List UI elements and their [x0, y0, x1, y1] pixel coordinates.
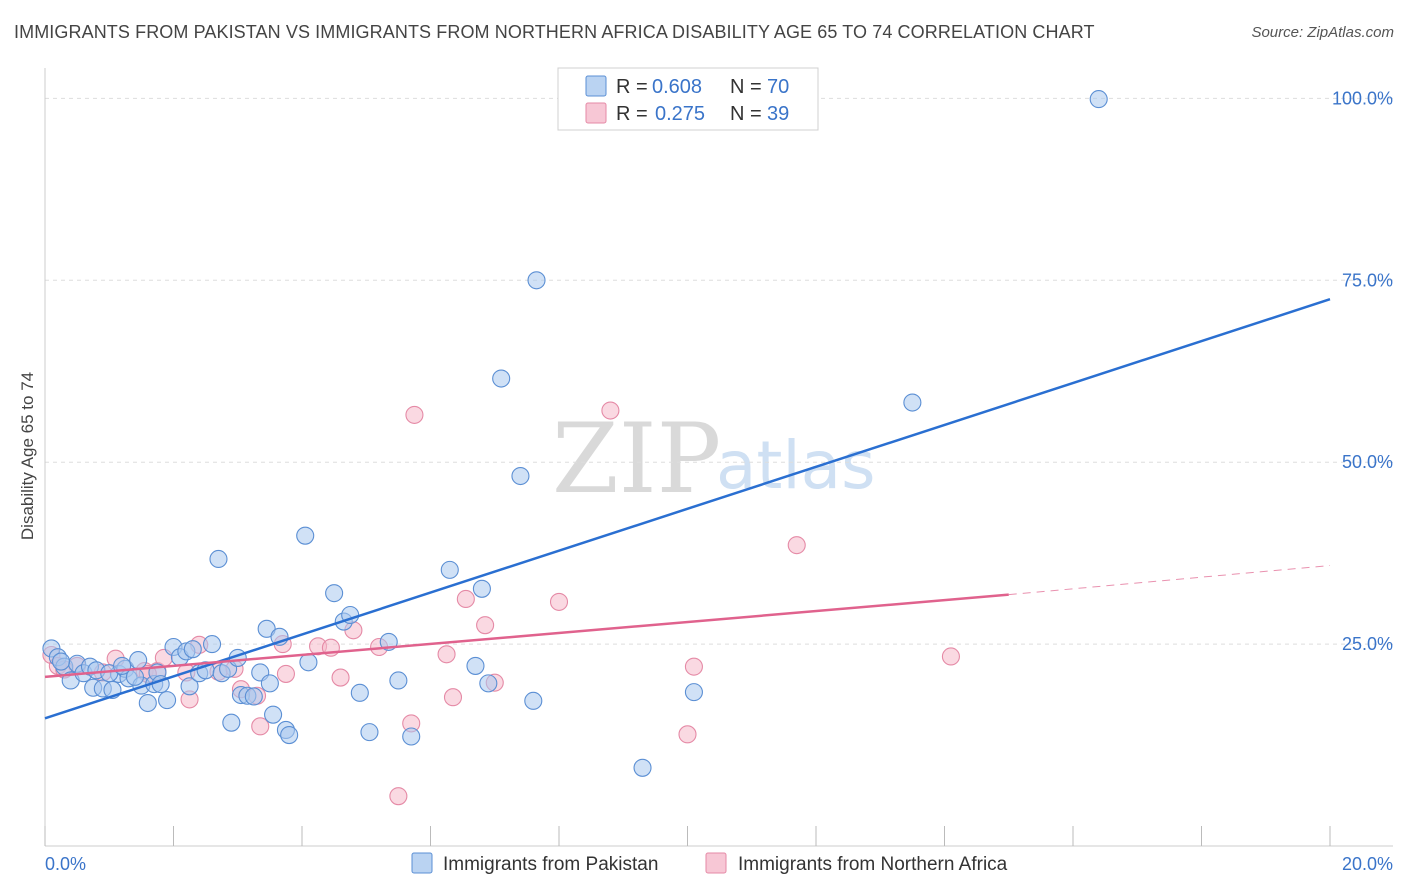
nafrica-point — [601, 401, 620, 420]
nafrica-point — [941, 647, 960, 666]
nafrica-point — [437, 645, 456, 664]
pakistan-point — [389, 671, 408, 690]
nafrica-r-value: 0.275 — [655, 103, 705, 125]
chart-title: IMMIGRANTS FROM PAKISTAN VS IMMIGRANTS F… — [14, 22, 1095, 42]
pakistan-point — [52, 652, 71, 671]
pakistan-point — [466, 656, 485, 675]
x-tick-label-max: 20.0% — [1342, 854, 1393, 874]
pakistan-point — [260, 674, 279, 693]
nafrica-n-value: 39 — [767, 103, 789, 125]
pakistan-point — [299, 653, 318, 672]
series-legend: Immigrants from Pakistan Immigrants from… — [411, 852, 1008, 875]
stats-legend: R = 0.608 N = 70 R = 0.275 N = 39 — [557, 67, 819, 131]
nafrica-point — [405, 405, 424, 424]
watermark-zip: ZIP — [552, 403, 721, 515]
y-tick-label: 75.0% — [1342, 270, 1393, 290]
nafrica-n-label: N = — [730, 103, 762, 125]
y-axis-title: Disability Age 65 to 74 — [18, 372, 37, 540]
pakistan-point — [325, 584, 344, 603]
pakistan-point — [479, 674, 498, 693]
y-tick-label: 25.0% — [1342, 634, 1393, 654]
nafrica-point — [456, 589, 475, 609]
nafrica-point — [276, 664, 295, 683]
pakistan-point — [511, 466, 530, 486]
chart-source: Source: ZipAtlas.com — [1251, 24, 1394, 41]
pakistan-point — [492, 369, 511, 388]
pakistan-point — [903, 393, 922, 412]
nafrica-r-label: R = — [616, 103, 648, 125]
x-tick-labels: 0.0% 20.0% — [45, 854, 1393, 874]
pakistan-point — [138, 693, 157, 713]
pakistan-point — [129, 651, 148, 670]
pakistan-r-label: R = — [616, 76, 648, 98]
pakistan-point — [402, 727, 421, 746]
pakistan-point — [244, 687, 263, 706]
pakistan-point — [1089, 90, 1108, 109]
gridlines — [45, 97, 1393, 645]
nafrica-point — [787, 536, 806, 555]
trend-lines — [44, 298, 1331, 720]
pakistan-point — [158, 691, 177, 710]
pakistan-point — [180, 677, 199, 696]
pakistan-point — [440, 560, 459, 579]
pakistan-r-value: 0.608 — [652, 76, 702, 98]
x-tick-label-min: 0.0% — [45, 854, 86, 874]
nafrica-series-label: Immigrants from Northern Africa — [738, 854, 1008, 875]
y-tick-label: 100.0% — [1332, 88, 1393, 108]
pakistan-point — [209, 549, 228, 569]
pakistan-n-label: N = — [730, 76, 762, 98]
pakistan-point — [280, 725, 299, 745]
nafrica-point — [476, 616, 495, 635]
nafrica-point — [331, 668, 350, 687]
pakistan-point — [472, 579, 491, 598]
pakistan-trend-line — [44, 298, 1331, 720]
pakistan-legend-swatch — [585, 75, 607, 97]
y-tick-label: 50.0% — [1342, 452, 1393, 472]
nafrica-point — [678, 725, 697, 744]
pakistan-series-swatch — [411, 852, 433, 874]
pakistan-point — [684, 683, 703, 702]
pakistan-point — [633, 758, 652, 777]
watermark: ZIP atlas — [552, 403, 876, 515]
pakistan-point — [350, 683, 369, 702]
pakistan-point — [222, 713, 241, 732]
nafrica-point — [443, 688, 463, 707]
nafrica-point — [389, 787, 408, 806]
pakistan-point — [264, 705, 283, 724]
pakistan-point — [203, 635, 222, 654]
axes — [44, 68, 1393, 847]
pakistan-point — [527, 271, 546, 290]
pakistan-point — [257, 619, 276, 638]
nafrica-legend-swatch — [585, 102, 607, 124]
nafrica-trend-line — [44, 593, 1009, 679]
pakistan-point — [296, 526, 315, 545]
pakistan-point — [524, 691, 543, 710]
nafrica-trend-extension — [1008, 565, 1331, 596]
nafrica-point — [684, 657, 703, 676]
nafrica-point — [251, 717, 270, 736]
pakistan-series-label: Immigrants from Pakistan — [443, 854, 658, 875]
nafrica-point — [549, 592, 569, 611]
y-tick-labels: 25.0% 50.0% 75.0% 100.0% — [1332, 88, 1393, 654]
pakistan-point — [360, 723, 379, 742]
pakistan-n-value: 70 — [767, 76, 789, 98]
pakistan-point — [183, 640, 202, 659]
nafrica-series-swatch — [705, 852, 727, 874]
